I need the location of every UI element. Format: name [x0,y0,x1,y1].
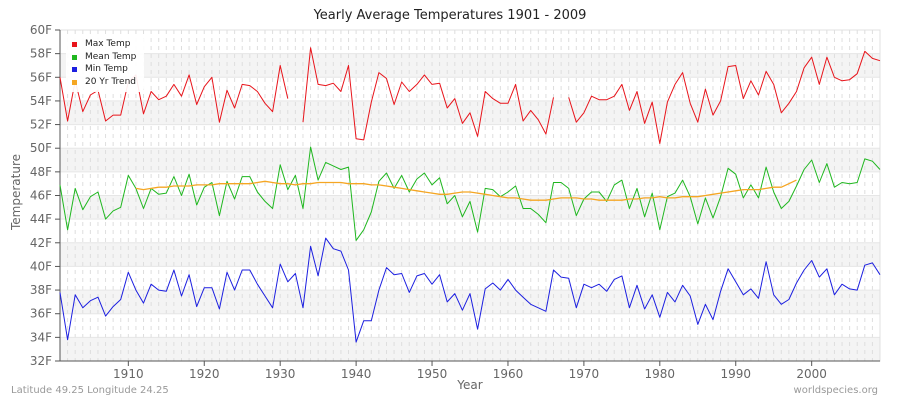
x-tick-label: 1930 [265,367,296,381]
x-tick-label: 1970 [569,367,600,381]
source-link[interactable]: worldspecies.org [793,385,878,396]
y-tick-label: 58F [30,47,52,61]
x-axis-label: Year [457,378,483,392]
legend-swatch-icon [72,41,77,47]
legend-label: 20 Yr Trend [85,77,137,88]
legend-label: Max Temp [85,39,131,49]
y-tick-label: 32F [30,354,52,368]
y-tick-label: 56F [30,70,52,84]
legend-item-max: Max Temp [72,38,136,51]
legend-item-min: Min Temp [72,63,136,76]
y-tick-label: 54F [30,94,52,108]
y-tick-label: 44F [30,212,52,226]
x-tick-label: 1910 [113,367,144,381]
plot-band [60,337,880,361]
x-tick-label: 1940 [341,367,372,381]
y-tick-label: 42F [30,236,52,250]
legend-label: Mean Temp [85,51,137,62]
series-line-20-yr-trend [135,179,797,201]
series-line-mean-temp [59,146,881,241]
x-tick-label: 1950 [417,367,448,381]
y-tick-label: 60F [30,23,52,37]
x-tick-label: 1960 [493,367,524,381]
x-tick-label: 1920 [189,367,220,381]
location-caption: Latitude 49.25 Longitude 24.25 [11,385,169,396]
legend-swatch-icon [72,67,77,73]
y-tick-label: 34F [30,330,52,344]
y-tick-label: 40F [30,259,52,273]
plot-band [60,313,880,338]
legend-item-trend: 20 Yr Trend [72,76,136,89]
y-tick-label: 52F [30,118,52,132]
legend-swatch-icon [72,54,77,60]
y-tick-label: 50F [30,141,52,155]
legend-label: Min Temp [85,64,128,75]
y-tick-label: 38F [30,283,52,297]
x-tick-label: 2000 [796,367,827,381]
legend-item-mean: Mean Temp [72,51,136,64]
y-tick-label: 46F [30,189,52,203]
chart-legend: Max Temp Mean Temp Min Temp 20 Yr Trend [66,35,145,92]
y-tick-label: 48F [30,165,52,179]
legend-swatch-icon [72,79,77,85]
x-tick-label: 1980 [645,367,676,381]
x-tick-label: 1990 [720,367,751,381]
chart-title: Yearly Average Temperatures 1901 - 2009 [313,8,587,23]
y-tick-label: 36F [30,307,52,321]
series-line-min-temp [59,237,881,343]
